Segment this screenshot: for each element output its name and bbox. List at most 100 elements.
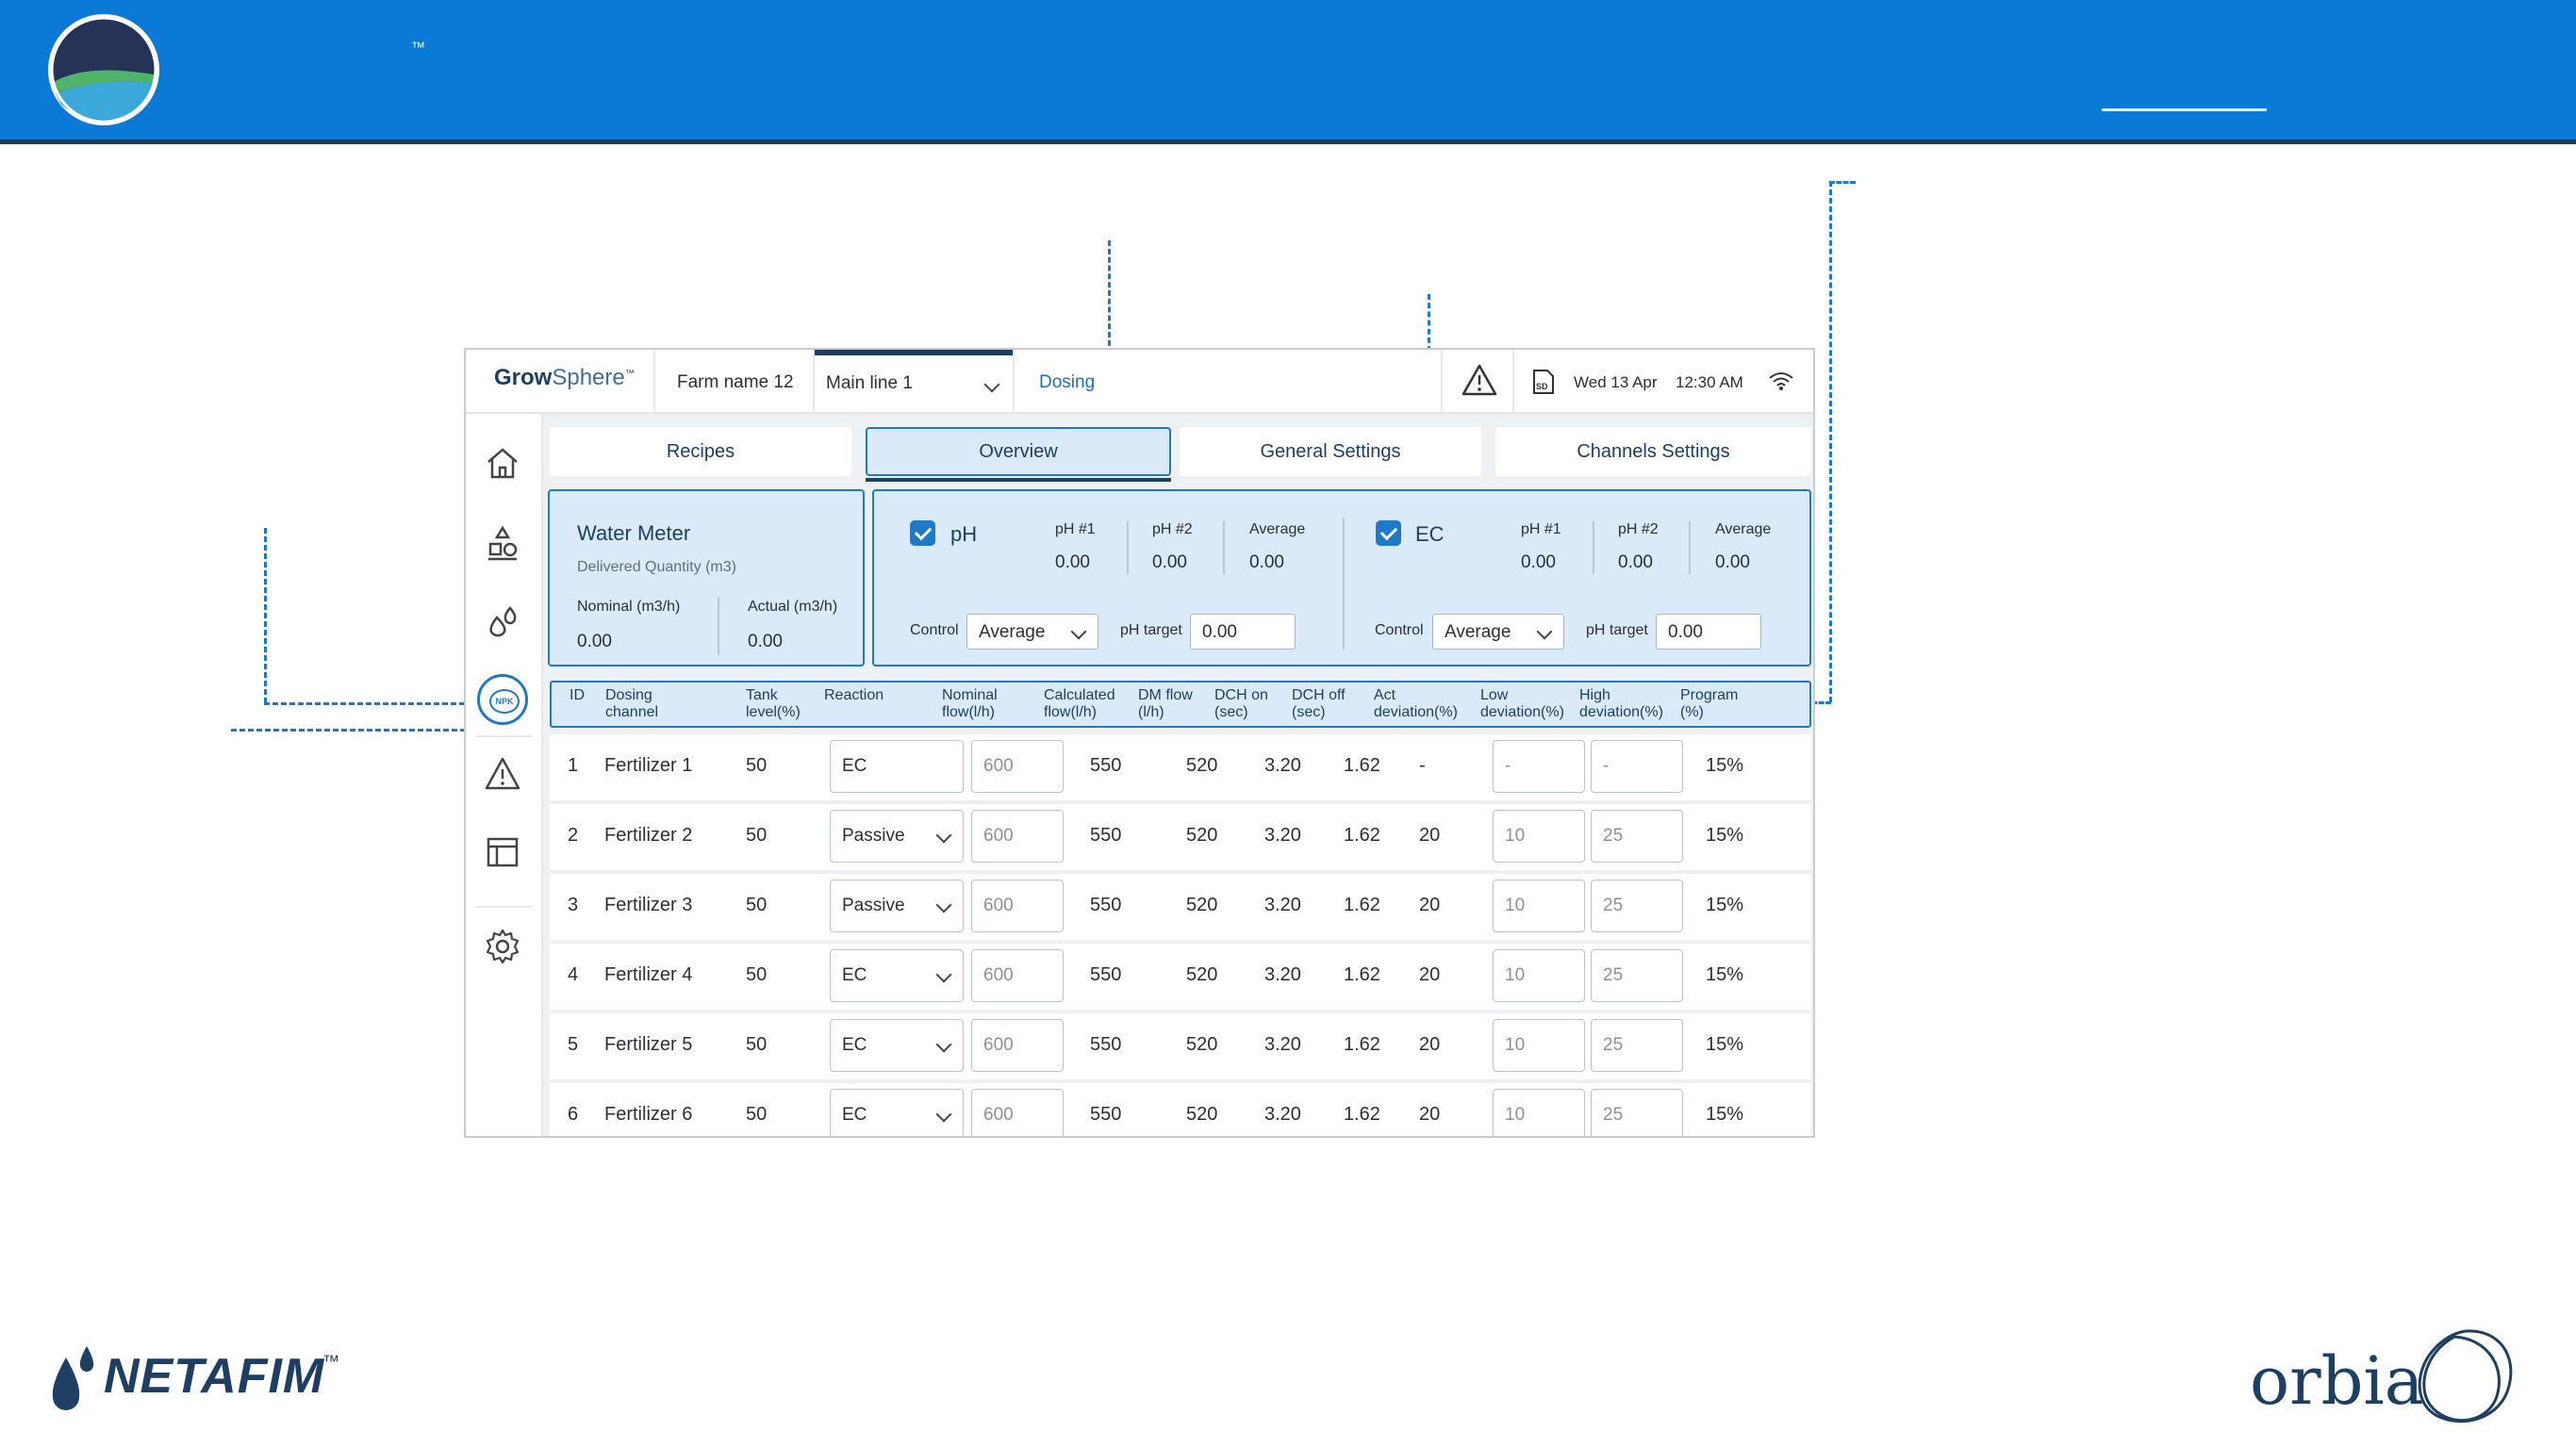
reaction-select[interactable]: Passive: [830, 810, 964, 863]
ph-sensor2-value: 0.00: [1152, 552, 1187, 572]
ph-control-select[interactable]: Average: [966, 614, 1098, 650]
sidebar-separator: [475, 906, 532, 908]
table-row: 5 Fertilizer 5 50 EC 600 550 520 3.20 1.…: [550, 1013, 1811, 1079]
ph-target-input[interactable]: 0.00: [1190, 614, 1296, 650]
table-row: 6 Fertilizer 6 50 EC 600 550 520 3.20 1.…: [550, 1083, 1811, 1136]
reaction-select[interactable]: EC: [830, 1089, 964, 1136]
cell-program: 15%: [1706, 895, 1744, 915]
callout-line-table: [231, 729, 542, 732]
reaction-value: EC: [842, 1105, 867, 1125]
nominal-input[interactable]: 600: [971, 1019, 1064, 1072]
low-deviation-input[interactable]: -: [1493, 740, 1585, 793]
table-row: 4 Fertilizer 4 50 EC 600 550 520 3.20 1.…: [550, 944, 1811, 1010]
cell-calculated: 550: [1090, 964, 1122, 985]
nominal-input[interactable]: 600: [971, 880, 1064, 932]
cell-id: 3: [568, 895, 579, 915]
banner-divider: [0, 140, 2576, 144]
device-screen: GrowSphere™ Farm name 12 Main line 1 Dos…: [464, 348, 1815, 1138]
ec-control-value: Average: [1445, 622, 1511, 642]
farm-name[interactable]: Farm name 12: [677, 372, 794, 392]
ec-target-input[interactable]: 0.00: [1656, 614, 1761, 650]
cell-dch-off: 1.62: [1344, 1034, 1380, 1055]
low-deviation-input[interactable]: 10: [1493, 880, 1585, 932]
ec-checkbox[interactable]: [1376, 520, 1401, 546]
tab-general-settings[interactable]: General Settings: [1180, 427, 1481, 476]
nominal-input[interactable]: 600: [971, 740, 1064, 793]
reaction-select[interactable]: EC: [830, 949, 964, 1002]
nominal-input[interactable]: 600: [971, 949, 1064, 1002]
high-deviation-input[interactable]: 25: [1591, 1019, 1683, 1072]
netafim-trademark: ™: [322, 1352, 339, 1371]
gear-icon[interactable]: [483, 927, 522, 966]
table-row: 2 Fertilizer 2 50 Passive 600 550 520 3.…: [550, 804, 1811, 870]
main-line-select[interactable]: Main line 1: [815, 350, 1013, 412]
shapes-icon[interactable]: [483, 523, 522, 563]
main-content: Recipes Overview General Settings Channe…: [543, 414, 1813, 1136]
reaction-select[interactable]: EC: [830, 1019, 964, 1072]
cell-dch-on: 3.20: [1264, 964, 1301, 985]
ph-average-label: Average: [1249, 521, 1306, 537]
cell-tank: 50: [746, 825, 768, 846]
cell-dch-on: 3.20: [1264, 825, 1301, 846]
high-deviation-input[interactable]: 25: [1591, 880, 1683, 932]
tab-channels-settings[interactable]: Channels Settings: [1495, 427, 1811, 476]
trademark-mark: ™: [411, 40, 425, 56]
cell-program: 15%: [1706, 1034, 1744, 1055]
divider: [1127, 521, 1129, 574]
ec-control-select[interactable]: Average: [1432, 614, 1564, 650]
sidebar: NPK DF: [466, 414, 543, 1136]
high-deviation-input[interactable]: 25: [1591, 949, 1683, 1002]
tab-overview[interactable]: Overview: [866, 427, 1171, 476]
ph-average-value: 0.00: [1249, 552, 1284, 572]
low-deviation-input[interactable]: 10: [1493, 949, 1585, 1002]
cell-act: 20: [1419, 1034, 1441, 1055]
reaction-select[interactable]: Passive: [830, 880, 964, 932]
cell-dch-off: 1.62: [1344, 964, 1380, 985]
high-deviation-input[interactable]: -: [1591, 740, 1683, 793]
low-deviation-input[interactable]: 10: [1493, 810, 1585, 863]
cell-dch-off: 1.62: [1344, 755, 1380, 776]
app-header: GrowSphere™ Farm name 12 Main line 1 Dos…: [466, 350, 1813, 414]
chevron-down-icon: [935, 966, 952, 983]
section-dosing[interactable]: Dosing: [1039, 372, 1096, 392]
cell-program: 15%: [1706, 755, 1744, 776]
water-meter-subtitle: Delivered Quantity (m3): [577, 559, 736, 575]
ph-sensor1-value: 0.00: [1055, 552, 1090, 572]
high-deviation-input[interactable]: 25: [1591, 810, 1683, 863]
callout-line-channels: [1829, 181, 1832, 702]
callout-line-channels-bottom: [1805, 701, 1831, 704]
ph-target-label: pH target: [1120, 622, 1182, 638]
nominal-input[interactable]: 600: [971, 810, 1064, 863]
low-deviation-input[interactable]: 10: [1493, 1019, 1585, 1072]
orbia-mark-icon: [2409, 1324, 2522, 1438]
sd-card-icon: SD: [1532, 369, 1555, 400]
low-deviation-input[interactable]: 10: [1493, 1089, 1585, 1136]
ph-checkbox[interactable]: [910, 520, 935, 546]
cell-channel: Fertilizer 1: [604, 755, 693, 776]
chevron-down-icon: [1070, 623, 1087, 640]
cell-act: 20: [1419, 1104, 1441, 1125]
th-program: Program (%): [1680, 687, 1739, 720]
th-dch-on: DCH on (sec): [1214, 687, 1268, 720]
cell-channel: Fertilizer 5: [604, 1034, 693, 1055]
high-deviation-input[interactable]: 25: [1591, 1089, 1683, 1136]
water-meter-panel: Water Meter Delivered Quantity (m3) Nomi…: [548, 489, 865, 666]
alert-icon[interactable]: [1461, 363, 1497, 402]
nominal-input[interactable]: 600: [971, 1089, 1064, 1136]
npk-nav-item[interactable]: NPK: [477, 674, 528, 725]
drops-icon[interactable]: [483, 602, 522, 642]
reaction-value: EC: [842, 1035, 867, 1055]
reaction-input[interactable]: EC: [830, 740, 964, 793]
cell-tank: 50: [746, 755, 768, 776]
chevron-down-icon: [935, 827, 952, 844]
time-display: 12:30 AM: [1676, 373, 1743, 391]
cell-dch-on: 3.20: [1264, 1034, 1301, 1055]
cell-channel: Fertilizer 6: [604, 1104, 693, 1125]
alert-icon[interactable]: [483, 754, 522, 794]
top-banner: [0, 0, 2576, 140]
table-icon[interactable]: [483, 832, 522, 872]
tab-recipes[interactable]: Recipes: [550, 427, 851, 476]
divider: [1223, 521, 1225, 574]
divider: [718, 597, 719, 655]
home-icon[interactable]: [483, 443, 522, 483]
